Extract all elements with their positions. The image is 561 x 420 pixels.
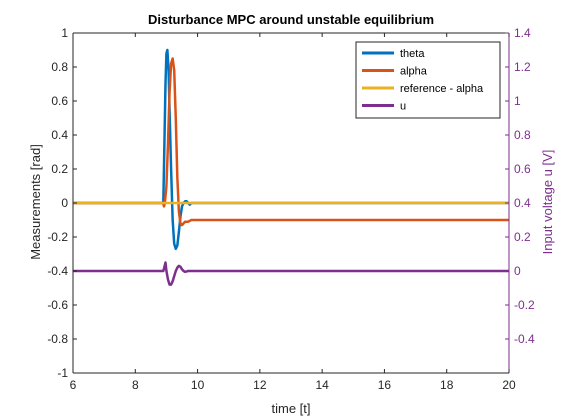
tick-labels: 6 8 10 12 14 16 18 20-1-0.8-0.6-0.4-0.200.20.40… [47, 26, 535, 392]
y-right-tick-label: 0.2 [514, 230, 531, 244]
y-left-tick-label: 0 [61, 196, 68, 210]
legend-entry: theta [400, 48, 425, 60]
y-right-tick-label: 0.6 [514, 162, 531, 176]
x-tick-label: 20 [502, 378, 516, 392]
y-right-tick-label: 0 [514, 264, 521, 278]
axes [72, 32, 510, 374]
y-left-tick-label: -0.2 [47, 230, 68, 244]
legend-entry: reference - alpha [400, 83, 484, 95]
series-line-alpha [73, 57, 509, 227]
y-left-tick-label: 1 [61, 26, 68, 40]
legend-entry: alpha [400, 66, 428, 78]
y-left-tick-label: 0.2 [51, 162, 68, 176]
x-tick-label: 12 [253, 378, 267, 392]
y-left-tick-label: 0.4 [51, 128, 68, 142]
y-left-tick-label: -0.8 [47, 332, 68, 346]
y-left-tick-label: -0.4 [47, 264, 68, 278]
y-right-tick-label: 1 [514, 94, 521, 108]
legend: theta alpha reference - alpha u [355, 41, 501, 119]
y-left-tick-label: 0.8 [51, 60, 68, 74]
y-right-tick-label: -0.4 [514, 332, 535, 346]
series-line-u [73, 261, 509, 286]
y-right-tick-label: 1.4 [514, 26, 531, 40]
x-tick-label: 16 [378, 378, 392, 392]
x-axis-label: time [t] [271, 401, 310, 416]
y-right-tick-label: 0.4 [514, 196, 531, 210]
x-tick-label: 10 [191, 378, 205, 392]
y-left-tick-label: -0.6 [47, 298, 68, 312]
y-left-tick-label: -1 [57, 366, 68, 380]
plot-lines [73, 48, 509, 286]
y-right-tick-label: 0.8 [514, 128, 531, 142]
x-tick-label: 8 [132, 378, 139, 392]
x-tick-label: 14 [315, 378, 329, 392]
x-tick-label: 18 [440, 378, 454, 392]
y-right-tick-label: -0.2 [514, 298, 535, 312]
chart-title: Disturbance MPC around unstable equilibr… [148, 12, 434, 27]
y-axis-right-label: Input voltage u [V] [540, 150, 555, 255]
y-right-tick-label: 1.2 [514, 60, 531, 74]
x-tick-label: 6 [70, 378, 77, 392]
y-axis-left-label: Measurements [rad] [28, 144, 43, 260]
legend-entry: u [400, 101, 406, 113]
y-left-tick-label: 0.6 [51, 94, 68, 108]
